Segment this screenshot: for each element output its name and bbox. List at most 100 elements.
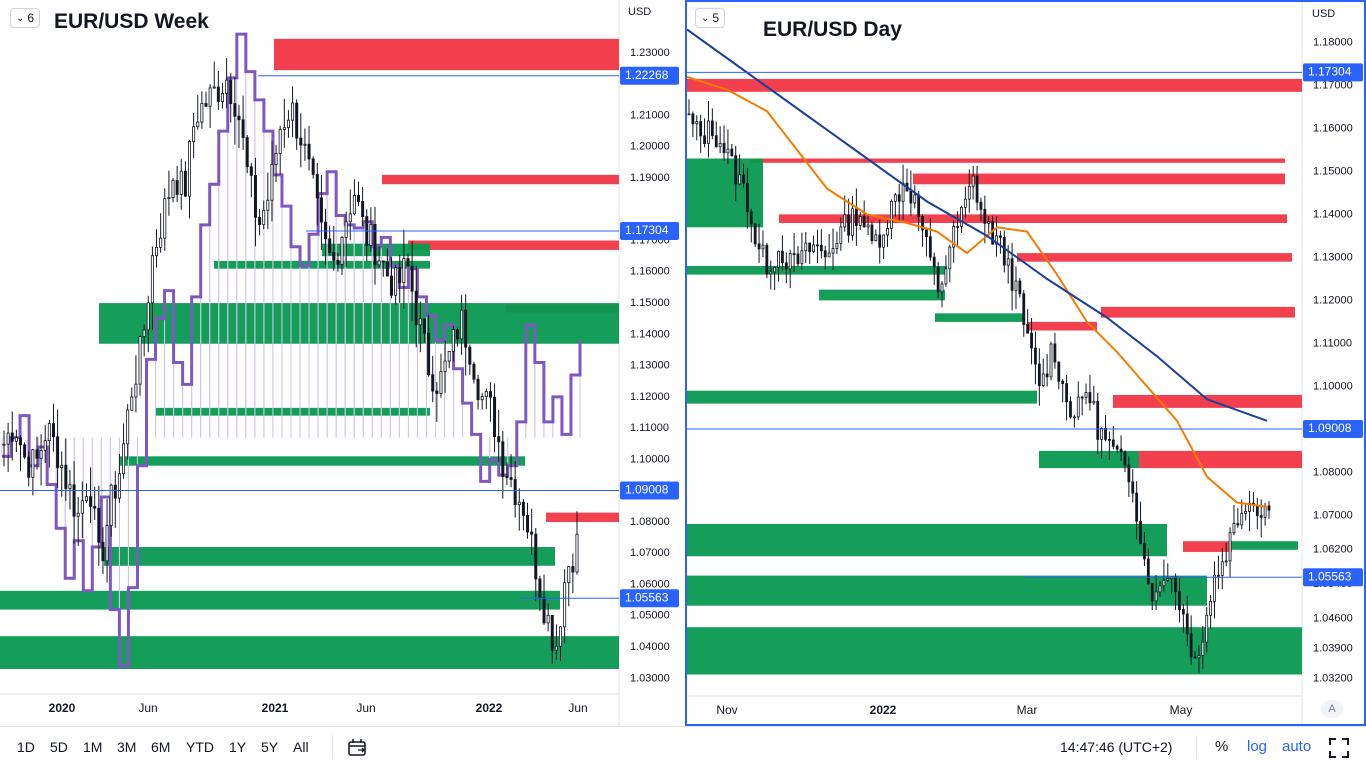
price-tick-label: 1.15000 (630, 297, 670, 309)
candle-up (1224, 560, 1228, 563)
candle-up (1100, 427, 1104, 440)
candle-down (233, 103, 237, 117)
candle-down (1111, 439, 1115, 447)
candle-up (960, 206, 963, 227)
date-range-icon[interactable] (347, 738, 369, 758)
candle-down (526, 514, 530, 533)
candle-down (1127, 464, 1131, 483)
candle-up (377, 260, 381, 266)
supply-zone (1027, 321, 1097, 331)
bottom-toolbar: 1D 5D 1M 3M 6M YTD 1Y 5Y All 14:47:46 (U… (0, 726, 1366, 769)
candle-up (443, 360, 447, 372)
candle-down (472, 363, 476, 380)
candle-down (427, 332, 431, 376)
daily-chart-pane[interactable]: 1.18000 1.17000 1.16000 1.15000 1.14000 1.130… (685, 0, 1366, 726)
weekly-chart-canvas[interactable]: 1.230001.210001.200001.190001.170001.160… (0, 0, 682, 726)
candle-up (890, 200, 893, 229)
indicator-count-badge[interactable]: ⌄ 5 (695, 8, 725, 28)
badge-count: 6 (27, 11, 35, 25)
range-1y[interactable]: 1Y (229, 739, 247, 755)
candle-up (554, 645, 558, 651)
overlay-group (1, 32, 582, 668)
candle-down (749, 211, 753, 225)
range-6m[interactable]: 6M (151, 739, 171, 755)
candles-group (2, 58, 579, 664)
candle-down (1146, 558, 1150, 584)
range-5d[interactable]: 5D (50, 739, 68, 755)
candle-up (804, 242, 808, 252)
candle-down (27, 456, 31, 478)
candle-up (1248, 502, 1251, 512)
candle-down (253, 175, 257, 218)
candle-up (1205, 614, 1209, 643)
supply-zone (1139, 450, 1302, 469)
time-axis: Nov 2022 Mar May (716, 703, 1192, 717)
candle-down (435, 390, 439, 394)
time-tick-label: Jun (356, 701, 375, 715)
candle-down (1034, 347, 1037, 365)
candle-up (761, 244, 765, 250)
candle-up (150, 255, 154, 304)
price-axis: 1.230001.210001.200001.190001.170001.160… (620, 47, 679, 684)
candle-down (1026, 324, 1030, 334)
candle-up (575, 533, 579, 573)
moving-average-slow (687, 28, 1268, 422)
daily-chart-canvas[interactable]: 1.18000 1.17000 1.16000 1.15000 1.14000 1.130… (687, 2, 1364, 724)
range-ytd[interactable]: YTD (186, 739, 214, 755)
candle-down (97, 507, 101, 543)
price-tag (1303, 63, 1363, 82)
supply-zone (1113, 395, 1302, 408)
price-tick-label: 1.20000 (630, 141, 670, 153)
weekly-chart-pane[interactable]: 1.23000 1.21000 1.20000 1.19000 1.17000 1.160… (0, 0, 682, 726)
time-tick-label: May (1170, 703, 1193, 717)
candle-up (1084, 392, 1088, 398)
candle-down (1053, 343, 1057, 363)
candle-up (1158, 585, 1162, 593)
candle-up (835, 243, 839, 249)
candle-up (827, 252, 831, 258)
price-tag-label: 1.05563 (1308, 569, 1352, 583)
candle-down (311, 158, 315, 175)
range-5y[interactable]: 5Y (261, 739, 279, 755)
candle-down (742, 174, 745, 184)
price-tick-label: 1.10000 (630, 453, 670, 465)
auto-scale-button[interactable]: A (1321, 700, 1343, 718)
candle-up (134, 383, 138, 398)
range-1d[interactable]: 1D (17, 739, 35, 755)
candle-down (784, 262, 788, 270)
auto-scale-toggle[interactable]: auto (1282, 738, 1312, 755)
candle-up (47, 423, 51, 441)
candle-up (948, 246, 952, 270)
candle-down (299, 137, 303, 146)
log-scale-toggle[interactable]: log (1247, 738, 1268, 755)
candle-down (819, 244, 823, 252)
candle-down (319, 197, 323, 223)
candle-down (509, 477, 513, 480)
candle-up (874, 234, 878, 242)
percent-scale-toggle[interactable]: % (1215, 738, 1229, 755)
candle-down (410, 265, 414, 292)
candle-up (344, 221, 348, 238)
candle-down (862, 216, 866, 228)
candle-down (521, 501, 525, 516)
candle-down (493, 396, 497, 438)
clock-timezone[interactable]: 14:47:46 (UTC+2) (1060, 739, 1173, 755)
demand-zone (687, 524, 1167, 557)
range-1m[interactable]: 1M (83, 739, 103, 755)
candle-up (76, 512, 80, 517)
range-all[interactable]: All (293, 739, 309, 755)
candle-down (23, 444, 27, 458)
price-tick-label: 1.15000 (1313, 165, 1353, 177)
candle-up (84, 496, 88, 502)
candle-up (1072, 416, 1076, 419)
range-3m[interactable]: 3M (117, 739, 137, 755)
candle-down (1139, 520, 1142, 544)
overlay-line (2, 32, 582, 668)
candle-down (398, 267, 402, 284)
fullscreen-icon[interactable] (1328, 737, 1350, 759)
demand-zone (687, 627, 1302, 675)
time-tick-label: 2022 (476, 701, 503, 715)
price-tag (620, 222, 679, 241)
candle-down (1069, 401, 1072, 418)
indicator-count-badge[interactable]: ⌄ 6 (10, 8, 40, 28)
